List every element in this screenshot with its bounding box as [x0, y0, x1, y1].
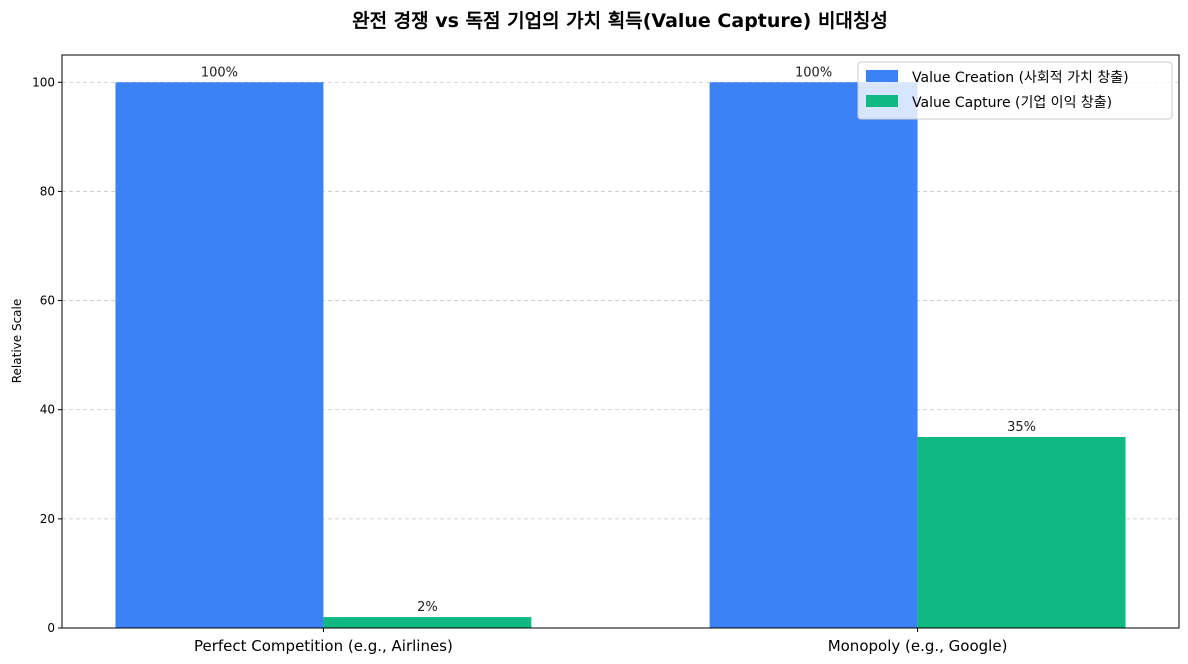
x-tick-label: Monopoly (e.g., Google) — [828, 637, 1008, 655]
bar-value-capture — [917, 437, 1126, 628]
legend: Value Creation (사회적 가치 창출) Value Capture… — [857, 61, 1173, 120]
legend-box — [857, 61, 1173, 120]
y-tick-label: 20 — [40, 512, 55, 526]
bar-data-label: 2% — [417, 600, 438, 615]
bar-data-label: 100% — [201, 65, 238, 80]
y-tick-label: 100 — [32, 75, 55, 89]
y-tick-label: 80 — [40, 184, 55, 198]
plot-frame — [61, 54, 1180, 629]
bar-value-creation — [115, 82, 324, 629]
y-axis: 0 20 40 60 80 100 — [32, 75, 62, 635]
chart-title: 완전 경쟁 vs 독점 기업의 가치 획득(Value Capture) 비대칭… — [352, 10, 888, 32]
y-tick-label: 60 — [40, 294, 55, 308]
bar-value-capture — [323, 617, 532, 628]
bar-value-creation — [709, 82, 918, 629]
bar-data-label: 100% — [795, 65, 832, 80]
data-labels: 100% 100% 2% 35% — [201, 65, 1036, 615]
legend-label-value-capture: Value Capture (기업 이익 창출) — [912, 95, 1112, 111]
y-tick-label: 40 — [40, 403, 55, 417]
x-tick-label: Perfect Competition (e.g., Airlines) — [194, 637, 453, 655]
y-axis-label: Relative Scale — [10, 299, 24, 384]
legend-swatch-value-creation — [866, 70, 898, 82]
y-tick-label: 0 — [47, 621, 55, 635]
legend-label-value-creation: Value Creation (사회적 가치 창출) — [912, 70, 1129, 86]
x-axis: Perfect Competition (e.g., Airlines) Mono… — [194, 628, 1007, 655]
legend-swatch-value-capture — [866, 95, 898, 107]
bars — [115, 82, 1126, 629]
bar-data-label: 35% — [1007, 420, 1036, 435]
